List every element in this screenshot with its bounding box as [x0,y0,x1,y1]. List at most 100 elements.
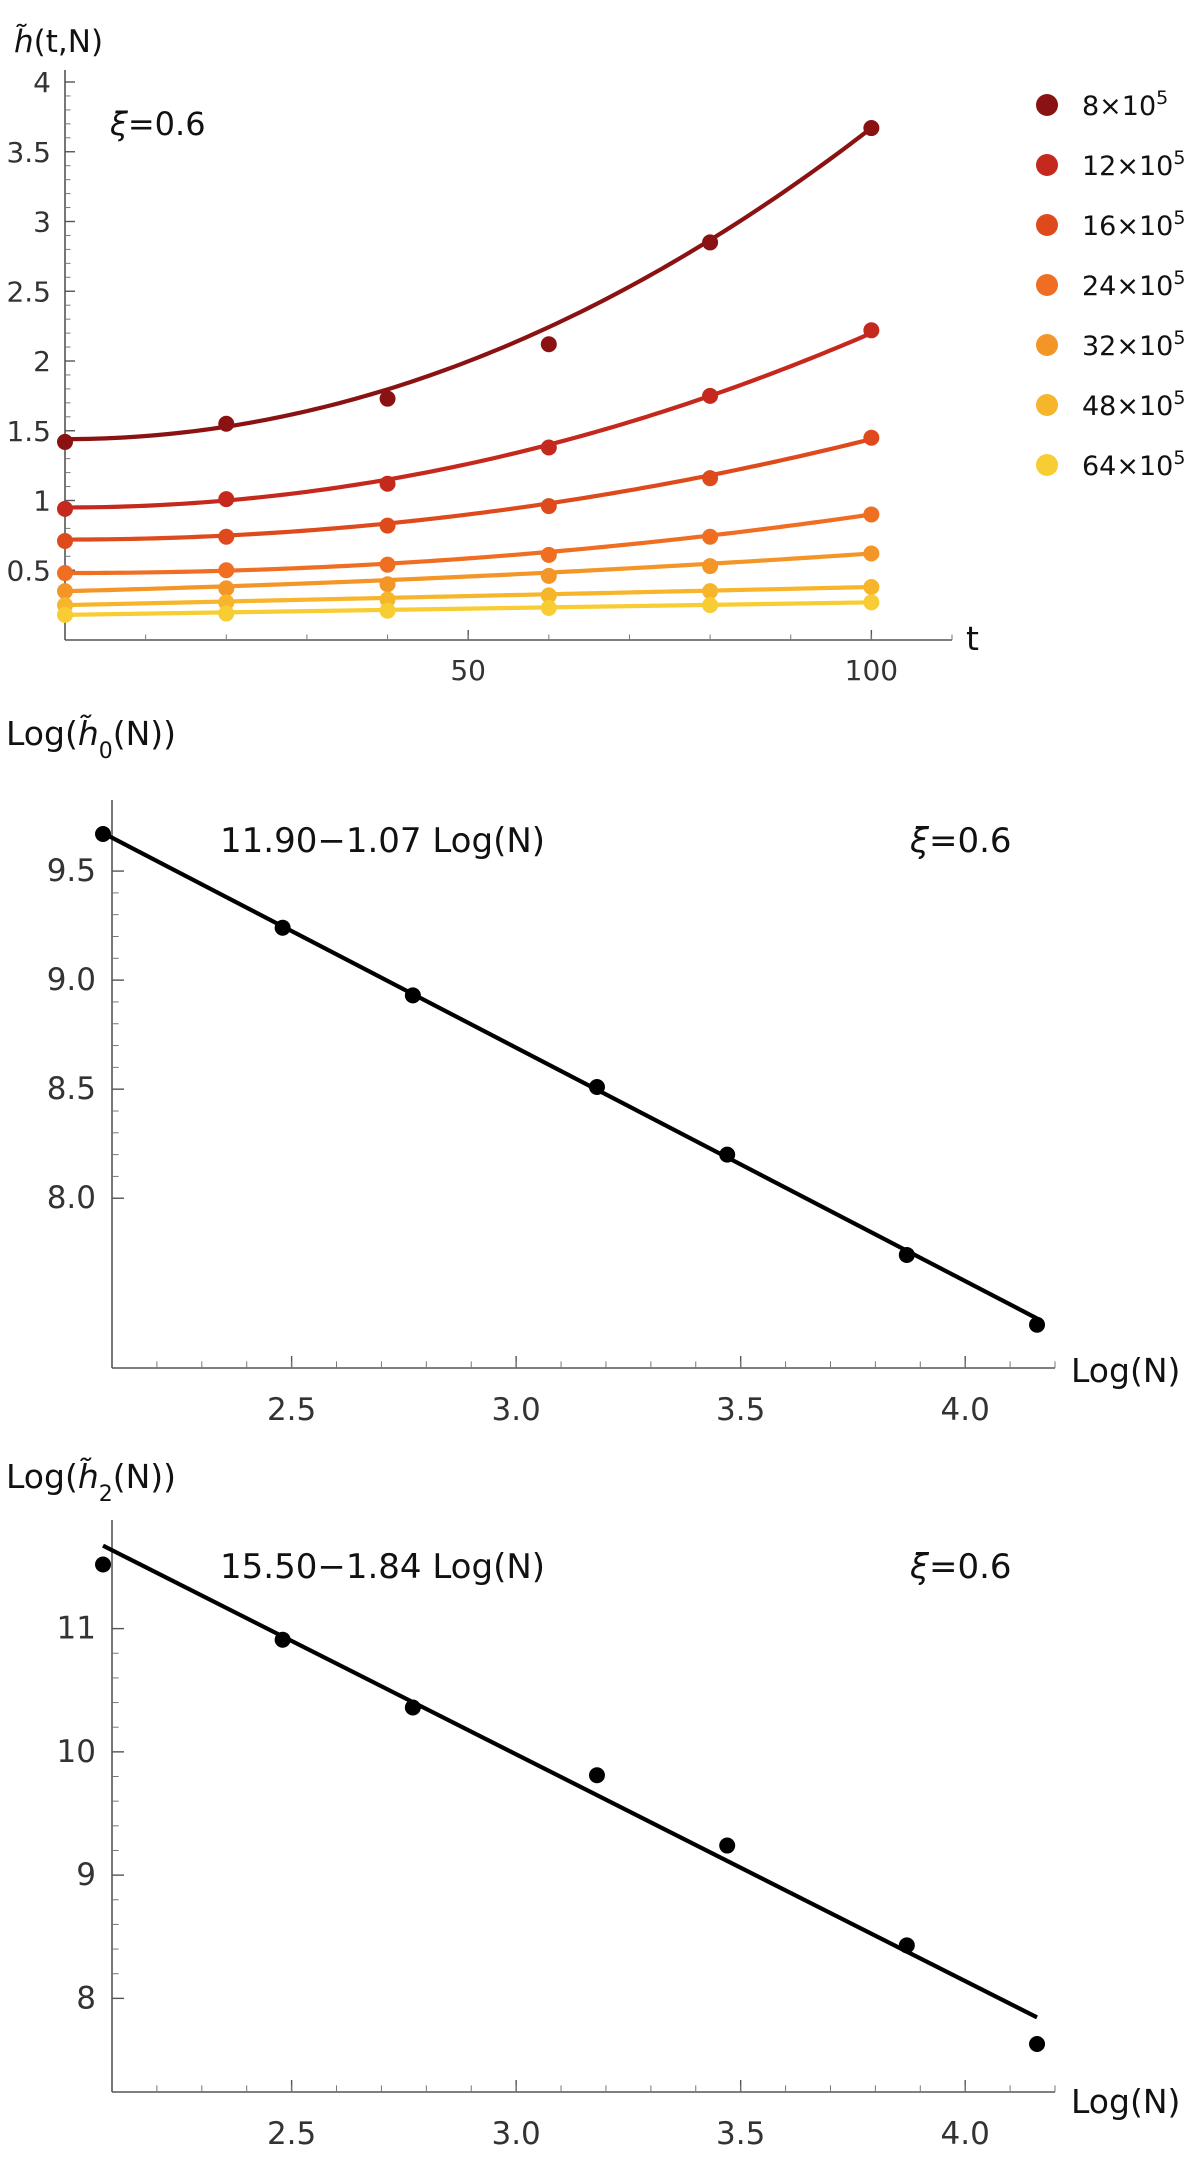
legend-label-base-3: 24×10 [1082,271,1173,302]
p1-point-s5-1 [218,594,235,611]
p1-xi-value: =0.6 [128,105,206,143]
p1-x-tick-label: 50 [450,654,486,687]
p1-point-s4-2 [379,576,396,593]
p2-point-6 [1029,1316,1046,1333]
p1-point-s0-2 [379,390,396,407]
p1-y-label-args: (t,N) [34,24,103,60]
legend-label-exp-5: 5 [1173,387,1185,409]
p3-y-label-h: h̃ [78,1457,99,1496]
p2-x-tick-label: 4.0 [941,1392,990,1428]
p1-point-s4-4 [702,558,719,575]
p3-y-label-sub: 2 [99,1482,113,1507]
p1-point-s0-3 [540,336,557,353]
legend-label-3: 24×105 [1082,267,1185,302]
legend-label-exp-3: 5 [1173,267,1185,289]
p1-fit-curve-2 [64,437,872,542]
p1-point-s2-5 [863,429,880,446]
panel-2: 8.0 8.5 9.0 9.5 2.5 3.0 3.5 4.0 Log(h̃0(N)) Log… [6,714,1180,1428]
p1-y-tick-label: 0.5 [6,554,51,587]
p3-y-tick-label: 11 [57,1611,96,1647]
legend-swatch-1 [1036,154,1058,176]
legend-swatch-6 [1036,454,1058,476]
p2-x-tick-label: 3.5 [716,1392,765,1428]
p3-point-0 [95,1556,112,1573]
p1-x-tick-label: 100 [845,654,898,687]
p1-point-s4-3 [540,567,557,584]
p2-axes [111,800,1055,1369]
p3-y-label-close: (N)) [113,1457,176,1496]
p3-axes [111,1520,1055,2093]
p1-y-tick-label: 3.5 [6,136,51,169]
p2-xi-value: =0.6 [929,821,1012,861]
p3-point-5 [898,1937,915,1954]
p1-fit-curve-1 [64,331,873,510]
p3-xi-symbol: ξ [909,1547,930,1587]
p2-y-label-log: Log( [6,714,78,753]
p3-data-points [95,1556,1046,2052]
legend-label-base-6: 64×10 [1082,451,1173,482]
p2-y-label-h: h̃ [78,714,99,753]
p2-point-5 [898,1246,915,1263]
p2-xi-annotation: ξ=0.6 [909,821,1012,861]
p3-fit-line-path [102,1543,1038,2020]
p1-point-s0-5 [863,120,880,137]
p1-y-axis-label: h̃(t,N) [14,24,103,60]
p3-y-axis-label: Log(h̃2(N)) [6,1457,176,1507]
legend-label-2: 16×105 [1082,207,1185,242]
p1-y-tick-label: 2 [33,345,51,378]
p2-point-4 [719,1146,736,1163]
p1-y-tick-label: 3 [33,206,51,239]
p1-point-s3-1 [218,562,235,579]
p3-xi-annotation: ξ=0.6 [909,1547,1012,1587]
legend-label-exp-2: 5 [1173,207,1185,229]
legend-swatch-0 [1036,94,1058,116]
p1-point-s1-4 [702,387,719,404]
legend-swatch-4 [1036,334,1058,356]
p3-point-6 [1029,2035,1046,2052]
p2-data-points [95,825,1046,1333]
p1-fit-curve-6 [64,600,872,617]
legend-label-6: 64×105 [1082,447,1185,482]
p2-point-3 [588,1078,605,1095]
p1-x-axis-label: t [966,619,979,658]
p1-ticks: 0.5 1 1.5 2 2.5 3 3.5 4 50 100 [6,66,953,687]
legend-label-base-2: 16×10 [1082,211,1173,242]
p1-point-s0-0 [57,433,73,450]
legend-label-0: 8×105 [1082,87,1168,122]
p3-y-tick-label: 10 [57,1734,96,1770]
p3-point-1 [274,1631,291,1648]
p2-ticks: 8.0 8.5 9.0 9.5 2.5 3.0 3.5 4.0 [47,853,1056,1428]
p1-point-s2-3 [540,498,557,515]
p1-point-s2-1 [218,528,235,545]
p2-fit-line [102,831,1039,1321]
p3-x-tick-label: 4.0 [941,2116,990,2152]
p1-fit-curves [64,126,873,617]
p3-fit-line [102,1543,1038,2020]
p1-point-s3-3 [540,546,557,563]
p1-point-s4-5 [863,545,880,562]
p3-point-2 [404,1699,421,1716]
p2-fit-line-path [102,831,1039,1321]
p1-xi-annotation: ξ=0.6 [109,105,206,143]
p1-point-s3-0 [57,565,73,582]
p3-x-axis-label: Log(N) [1071,2082,1180,2121]
legend-label-5: 48×105 [1082,387,1185,422]
p2-x-axis-label: Log(N) [1071,1351,1180,1390]
p3-y-tick-label: 8 [76,1980,96,2016]
legend-label-exp-6: 5 [1173,447,1185,469]
p1-point-s6-1 [218,605,235,622]
p1-data-points [57,120,880,623]
p1-fit-curve-0 [64,126,873,442]
p1-point-s1-1 [218,491,235,508]
p1-point-s0-4 [702,234,719,251]
p2-point-2 [404,987,421,1004]
p1-point-s1-3 [540,439,557,456]
p1-fit-curve-5 [64,584,872,608]
p2-y-label-close: (N)) [113,714,176,753]
p1-xi-symbol: ξ [109,105,129,143]
p1-point-s6-5 [863,594,880,611]
legend-label-base-1: 12×10 [1082,151,1173,182]
p1-point-s3-2 [379,556,396,573]
